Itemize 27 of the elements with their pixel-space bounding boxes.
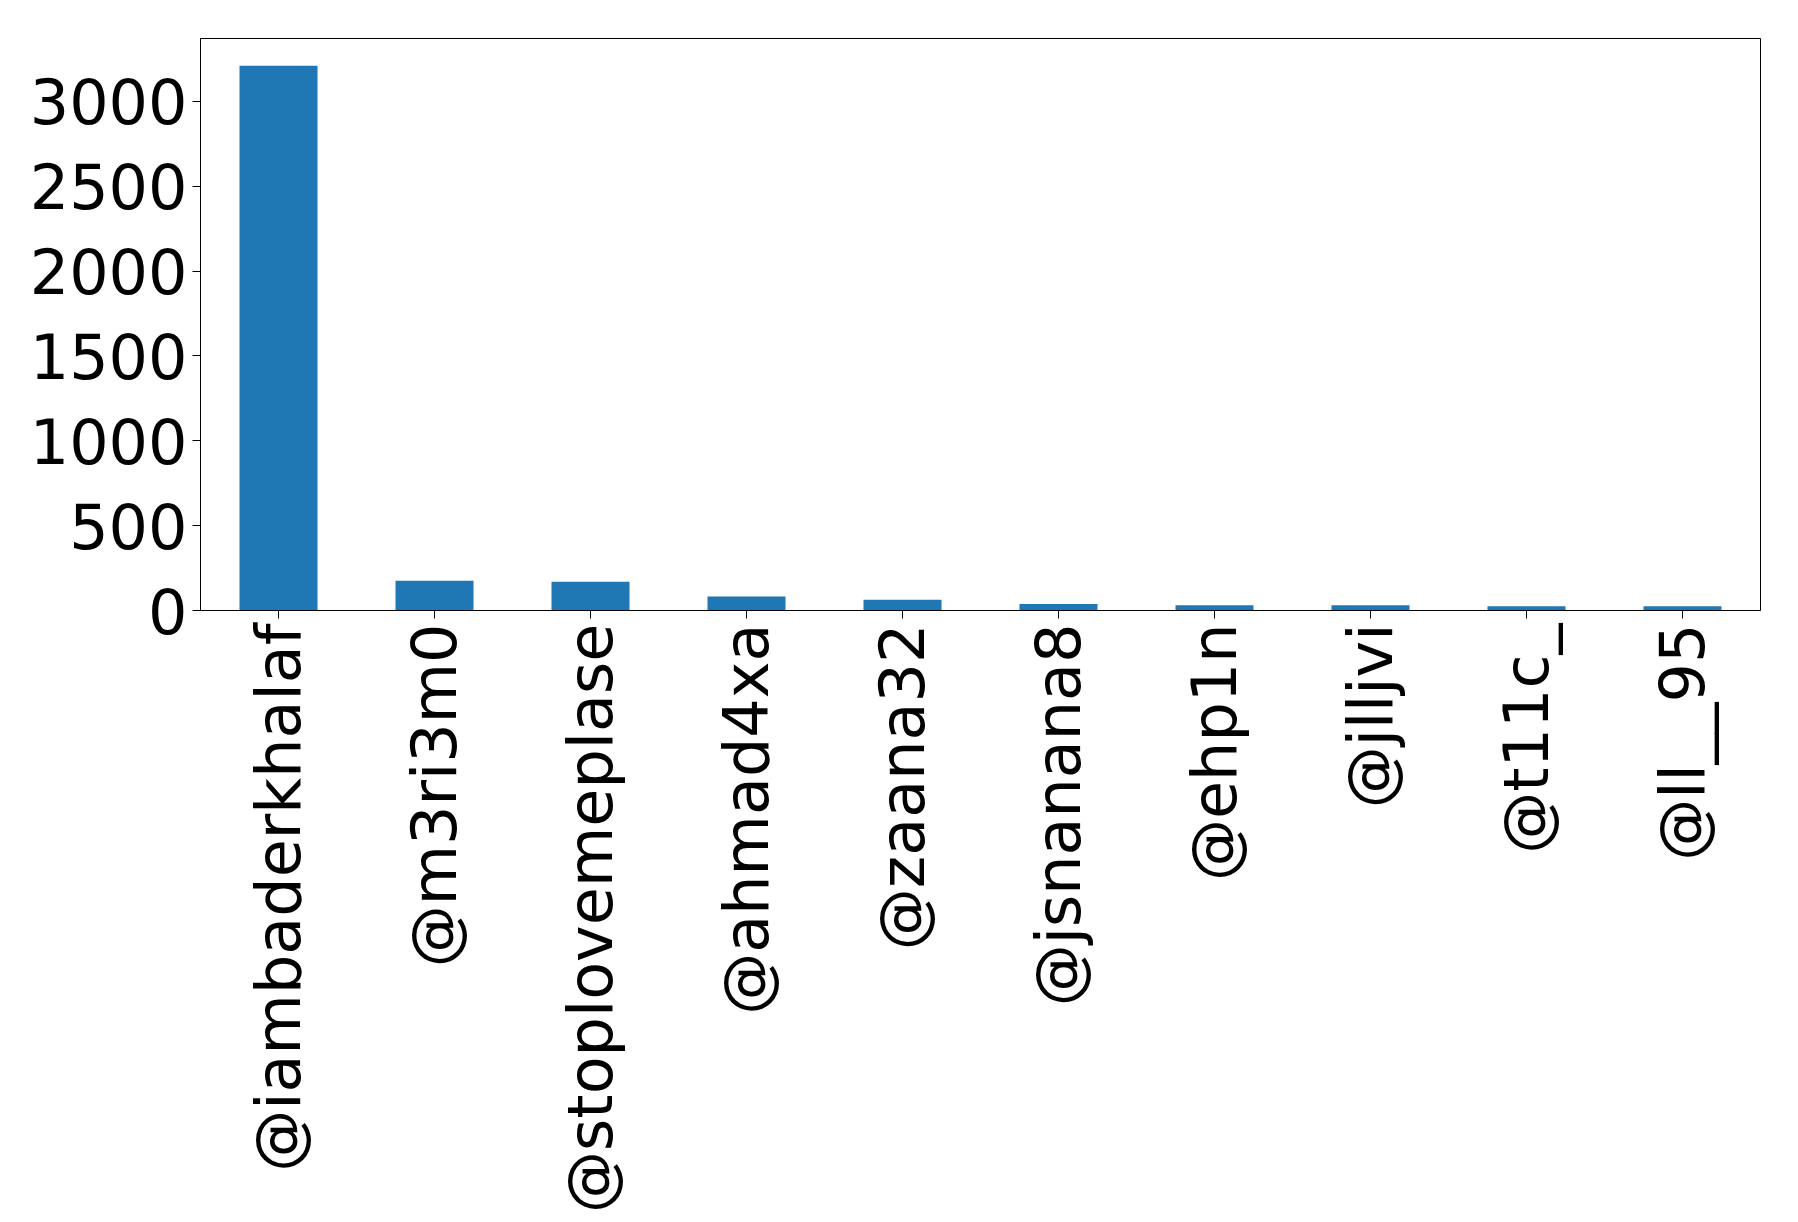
y-tick-label: 0 — [148, 575, 188, 649]
bar — [239, 65, 318, 611]
x-tick-label: @ahmad4xa — [710, 623, 783, 1015]
x-tick-label: @jsnanana8 — [1022, 623, 1095, 1007]
y-tick-label: 1500 — [29, 320, 188, 394]
bar — [707, 596, 786, 611]
bar — [395, 580, 474, 611]
x-tick-label: @m3ri3m0 — [398, 623, 471, 968]
x-tick-label: @iambaderkhalaf — [242, 621, 315, 1172]
x-tick-label: @stoplovemeplase — [554, 623, 627, 1213]
bar — [1175, 605, 1254, 611]
y-tick-label: 500 — [69, 490, 188, 564]
bar — [1331, 605, 1410, 611]
y-tick-label: 2500 — [29, 151, 188, 225]
x-tick-label: @jlljvi — [1334, 623, 1407, 809]
bar — [551, 581, 630, 611]
y-tick-label: 1000 — [29, 405, 188, 479]
x-tick-label: @zaana32 — [866, 623, 939, 951]
x-tick-label: @ehp1n — [1178, 623, 1251, 882]
x-tick-label: @ll__95 — [1646, 623, 1719, 861]
bar — [863, 599, 942, 611]
bar — [1643, 606, 1722, 611]
bar — [1487, 606, 1566, 611]
bar — [1019, 604, 1098, 611]
y-tick-label: 2000 — [29, 236, 188, 310]
y-tick-label: 3000 — [29, 66, 188, 140]
x-tick-label: @t11c_ — [1490, 622, 1563, 854]
